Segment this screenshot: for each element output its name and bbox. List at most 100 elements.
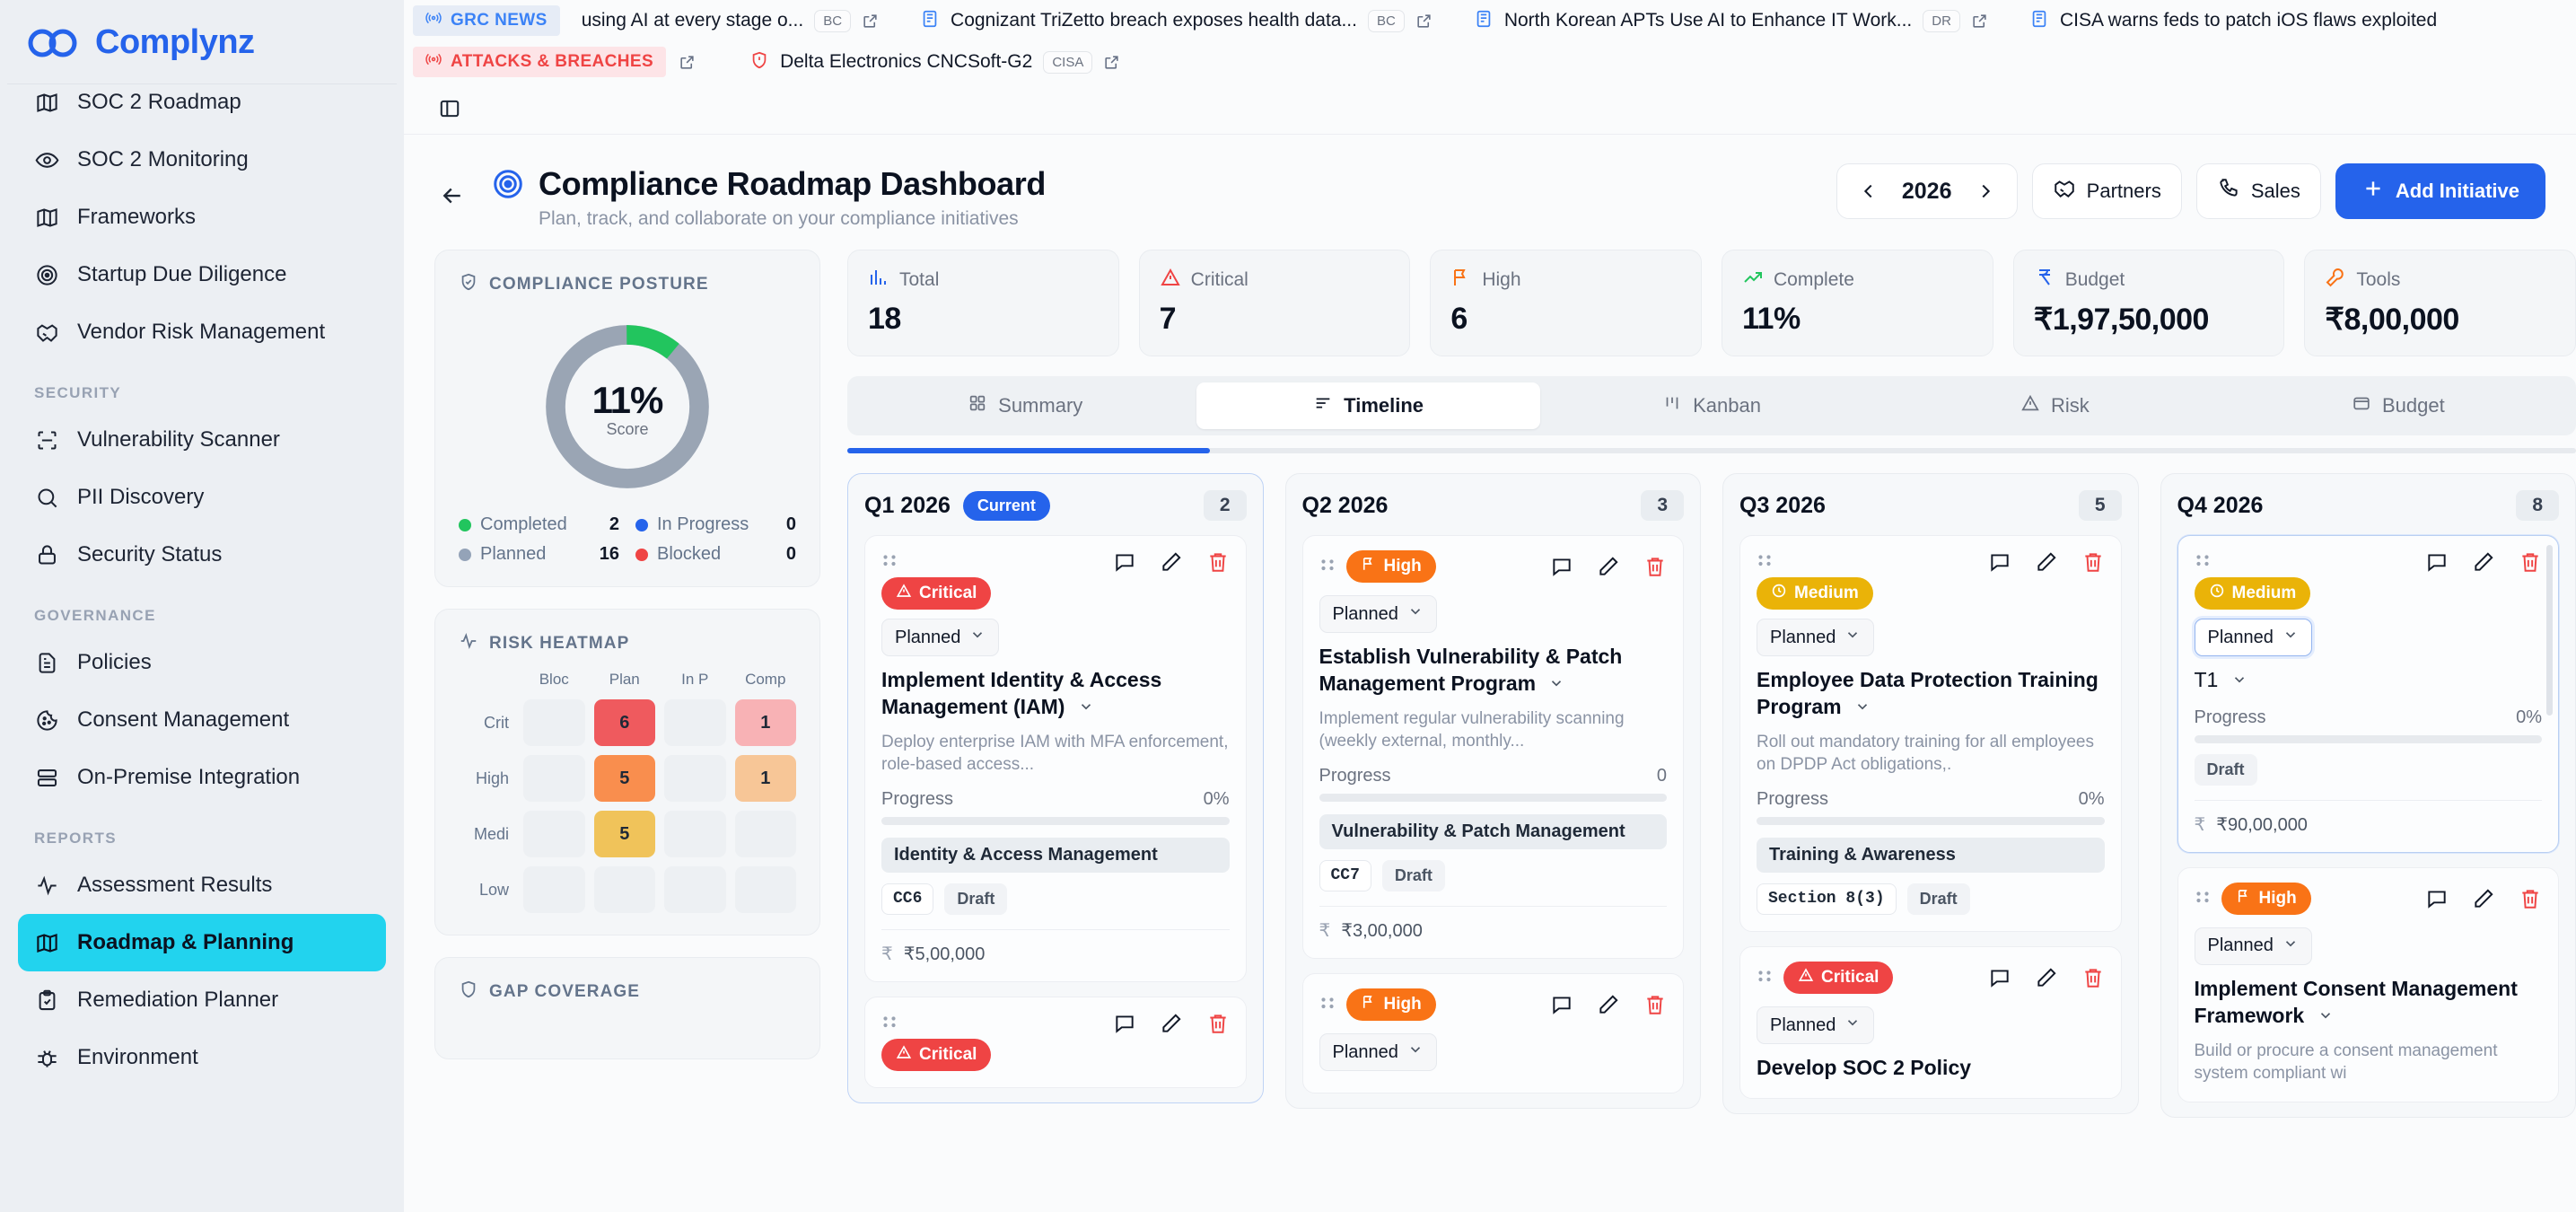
tab-kanban[interactable]: Kanban [1540, 382, 1883, 429]
sidebar-item-consent-management[interactable]: Consent Management [18, 691, 386, 749]
status-select[interactable]: Planned [2194, 927, 2312, 965]
initiative-card[interactable]: High Planned [1301, 535, 1684, 960]
chevron-down-icon[interactable] [1078, 695, 1094, 722]
tab-timeline[interactable]: Timeline [1196, 382, 1540, 429]
status-select[interactable]: Planned [1319, 595, 1437, 633]
year-selector[interactable]: 2026 [1836, 163, 2018, 219]
external-link-icon[interactable] [1971, 13, 1988, 30]
stat-card-tools[interactable]: Tools ₹8,00,000 [2304, 250, 2576, 356]
comment-icon[interactable] [1113, 550, 1136, 574]
timeline-scrollbar-thumb[interactable] [847, 448, 1211, 453]
chevron-down-icon[interactable] [2318, 1004, 2334, 1031]
edit-icon[interactable] [2035, 550, 2058, 574]
edit-icon[interactable] [2035, 966, 2058, 989]
drag-handle-icon[interactable] [1319, 558, 1336, 575]
chevron-down-icon[interactable] [1854, 695, 1871, 722]
sidebar-item-pii-discovery[interactable]: PII Discovery [18, 469, 386, 526]
ticker-item[interactable]: North Korean APTs Use AI to Enhance IT W… [1474, 9, 1988, 33]
card-scrollbar[interactable] [2546, 545, 2553, 716]
sidebar-item-soc2-roadmap[interactable]: SOC 2 Roadmap [18, 74, 386, 131]
initiative-card[interactable]: Critical [864, 997, 1247, 1089]
drag-handle-icon[interactable] [1757, 969, 1773, 987]
drag-handle-icon[interactable] [2195, 553, 2211, 571]
status-select[interactable]: Planned [1757, 1006, 1875, 1045]
stat-card-critical[interactable]: Critical 7 [1138, 250, 1411, 356]
stat-card-high[interactable]: High 6 [1430, 250, 1703, 356]
comment-icon[interactable] [1988, 966, 2011, 989]
heatmap-cell[interactable] [664, 866, 726, 913]
drag-handle-icon[interactable] [1757, 553, 1773, 571]
heatmap-cell[interactable] [523, 699, 585, 746]
tab-budget[interactable]: Budget [2227, 382, 2570, 429]
chevron-down-icon[interactable] [2231, 668, 2247, 695]
initiative-card[interactable]: Medium Planned Employee Data Protection … [1739, 535, 2122, 933]
heatmap-cell[interactable] [523, 811, 585, 857]
comment-icon[interactable] [2425, 550, 2449, 574]
edit-icon[interactable] [1597, 993, 1620, 1016]
sidebar-item-startup-due-diligence[interactable]: Startup Due Diligence [18, 246, 386, 303]
drag-handle-icon[interactable] [881, 553, 898, 571]
sidebar-item-vendor-risk-management[interactable]: Vendor Risk Management [18, 303, 386, 361]
heatmap-cell[interactable]: 5 [593, 755, 655, 802]
add-initiative-button[interactable]: Add Initiative [2335, 163, 2545, 219]
stat-card-total[interactable]: Total 18 [847, 250, 1119, 356]
external-link-icon[interactable] [1415, 13, 1433, 30]
heatmap-cell[interactable] [664, 755, 726, 802]
edit-icon[interactable] [1597, 555, 1620, 578]
sidebar-item-environment[interactable]: Environment [18, 1029, 386, 1086]
comment-icon[interactable] [1988, 550, 2011, 574]
delete-icon[interactable] [1206, 1012, 1230, 1035]
external-link-icon[interactable] [862, 13, 879, 30]
heatmap-cell[interactable] [664, 811, 726, 857]
stat-card-budget[interactable]: Budget ₹1,97,50,000 [2012, 250, 2285, 356]
tab-summary[interactable]: Summary [854, 382, 1196, 429]
heatmap-cell[interactable] [523, 755, 585, 802]
sales-button[interactable]: Sales [2195, 163, 2321, 219]
comment-icon[interactable] [1113, 1012, 1136, 1035]
initiative-card[interactable]: Critical Planned [1739, 946, 2122, 1099]
status-select[interactable]: Planned [2194, 619, 2312, 656]
heatmap-cell[interactable]: 5 [593, 811, 655, 857]
initiative-card[interactable]: Medium Planned T1 Progress [2177, 535, 2559, 853]
status-select[interactable]: Planned [1757, 619, 1875, 656]
comment-icon[interactable] [1550, 555, 1573, 578]
external-link-icon[interactable] [1103, 54, 1120, 71]
edit-icon[interactable] [2472, 887, 2495, 910]
edit-icon[interactable] [1160, 1012, 1183, 1035]
external-link-icon[interactable] [679, 54, 696, 71]
initiative-card[interactable]: Critical Planned Implement Identity & Ac… [864, 535, 1247, 983]
sidebar-item-policies[interactable]: Policies [18, 634, 386, 691]
sidebar-item-soc2-monitoring[interactable]: SOC 2 Monitoring [18, 131, 386, 189]
initiative-card[interactable]: High Planned [1301, 973, 1684, 1094]
drag-handle-icon[interactable] [1319, 996, 1336, 1014]
delete-icon[interactable] [2081, 966, 2105, 989]
status-select[interactable]: Planned [881, 619, 1000, 656]
sidebar-item-vulnerability-scanner[interactable]: Vulnerability Scanner [18, 411, 386, 469]
status-select[interactable]: Planned [1319, 1033, 1437, 1072]
sidebar-item-roadmap-planning[interactable]: Roadmap & Planning [18, 914, 386, 971]
edit-icon[interactable] [1160, 550, 1183, 574]
comment-icon[interactable] [2425, 887, 2449, 910]
chevron-left-icon[interactable] [1852, 174, 1886, 208]
delete-icon[interactable] [2519, 887, 2542, 910]
edit-icon[interactable] [2472, 550, 2495, 574]
brand[interactable]: Complynz [0, 0, 404, 83]
drag-handle-icon[interactable] [881, 1014, 898, 1032]
initiative-card[interactable]: High Planned [2177, 866, 2559, 1102]
heatmap-cell[interactable]: 1 [734, 699, 796, 746]
sidebar-item-frameworks[interactable]: Frameworks [18, 189, 386, 246]
ticker-item[interactable]: CISA warns feds to patch iOS flaws explo… [2029, 9, 2437, 33]
sidebar-item-on-premise-integration[interactable]: On-Premise Integration [18, 749, 386, 806]
delete-icon[interactable] [1206, 550, 1230, 574]
heatmap-cell[interactable]: 6 [593, 699, 655, 746]
sidebar-item-remediation-planner[interactable]: Remediation Planner [18, 971, 386, 1029]
timeline-scrollbar[interactable] [847, 448, 2576, 453]
chevron-down-icon[interactable] [1548, 672, 1564, 698]
arrow-left-icon[interactable] [434, 178, 470, 214]
sidebar-item-assessment-results[interactable]: Assessment Results [18, 856, 386, 914]
delete-icon[interactable] [2081, 550, 2105, 574]
heatmap-cell[interactable] [593, 866, 655, 913]
chevron-right-icon[interactable] [1968, 174, 2002, 208]
heatmap-cell[interactable] [664, 699, 726, 746]
drag-handle-icon[interactable] [2195, 890, 2211, 908]
